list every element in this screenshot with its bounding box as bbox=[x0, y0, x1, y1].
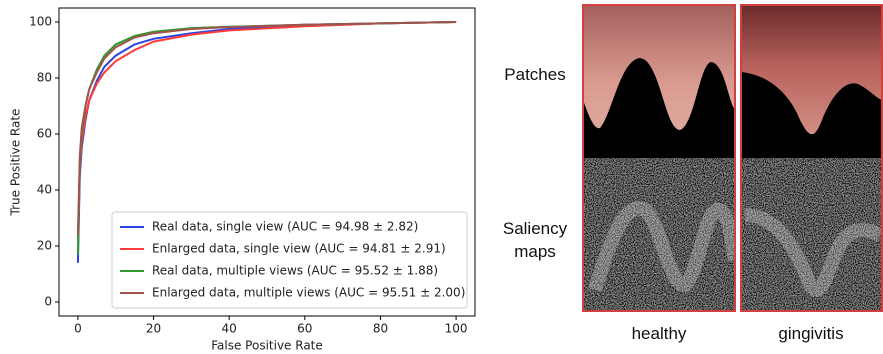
x-tick-label: 0 bbox=[74, 322, 82, 336]
patch-gingivitis bbox=[740, 4, 883, 312]
x-tick-label: 80 bbox=[373, 322, 388, 336]
x-tick-label: 60 bbox=[297, 322, 312, 336]
legend-label: Real data, single view (AUC = 94.98 ± 2.… bbox=[152, 220, 418, 234]
row-label: Patches bbox=[504, 65, 566, 84]
y-tick-label: 100 bbox=[29, 15, 52, 29]
legend-label: Enlarged data, multiple views (AUC = 95.… bbox=[152, 286, 465, 300]
y-tick-label: 40 bbox=[37, 183, 52, 197]
row-label: Saliency maps bbox=[502, 219, 568, 261]
plot-frame bbox=[58, 7, 476, 317]
column-label: gingivitis bbox=[778, 324, 844, 343]
y-axis-label: True Positive Rate bbox=[9, 109, 23, 217]
y-tick-label: 80 bbox=[37, 71, 52, 85]
patch-healthy bbox=[582, 4, 742, 312]
y-tick-label: 20 bbox=[37, 239, 52, 253]
x-tick-label: 100 bbox=[445, 322, 468, 336]
y-tick-label: 60 bbox=[37, 127, 52, 141]
legend-box bbox=[111, 211, 468, 309]
x-axis-label: False Positive Rate bbox=[211, 339, 323, 353]
column-label: healthy bbox=[631, 324, 687, 343]
x-tick-label: 20 bbox=[146, 322, 161, 336]
legend-label: Enlarged data, single view (AUC = 94.81 … bbox=[152, 242, 446, 256]
legend-label: Real data, multiple views (AUC = 95.52 ±… bbox=[152, 264, 438, 278]
line-series bbox=[76, 21, 457, 235]
x-tick-label: 40 bbox=[222, 322, 237, 336]
line-series bbox=[76, 21, 457, 241]
y-tick-label: 0 bbox=[44, 295, 52, 309]
